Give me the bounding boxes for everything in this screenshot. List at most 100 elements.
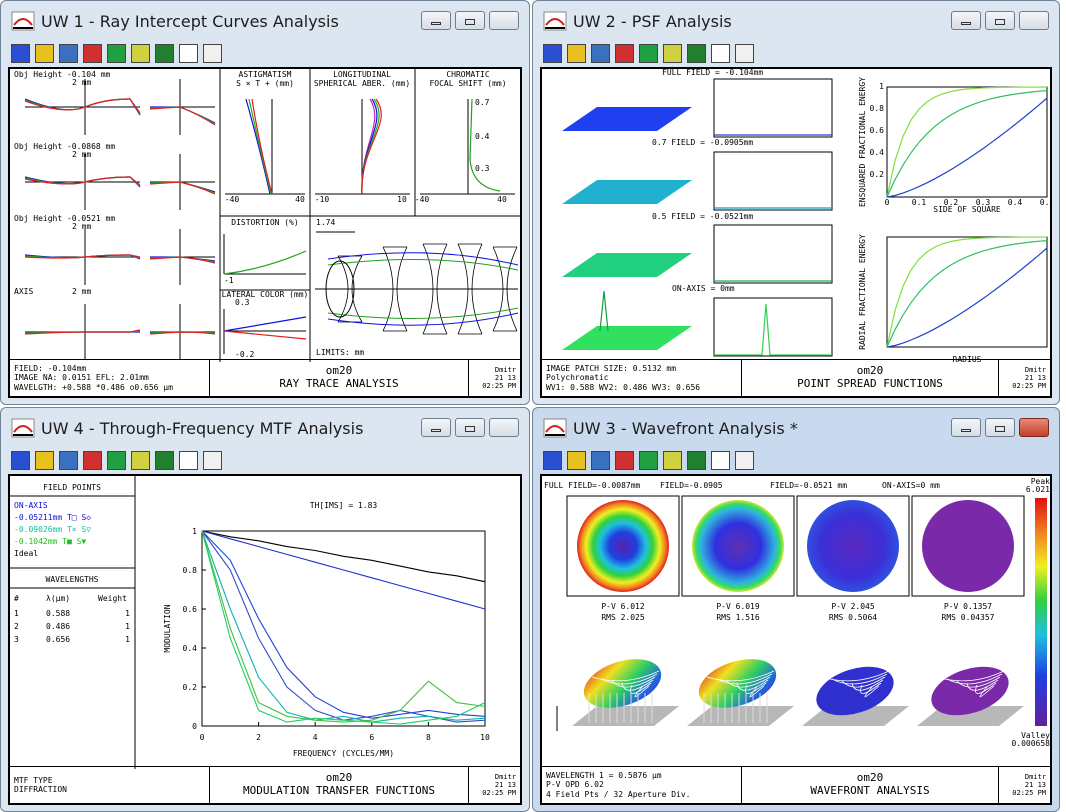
y-tick-label: 0.2	[183, 683, 198, 692]
close-button[interactable]	[489, 11, 519, 30]
x-tick-label: 0.5	[1040, 198, 1052, 207]
footer: MTF TYPE DIFFRACTION om20 MODULATION TRANSF…	[10, 766, 520, 803]
tool-button[interactable]	[59, 451, 78, 470]
label: 10	[397, 195, 407, 204]
label: FULL FIELD = -0.104mm	[662, 69, 763, 77]
footer-left: IMAGE PATCH SIZE: 0.5132 mm Polychromatic…	[542, 360, 742, 396]
wavelength-cell: 3	[14, 635, 19, 644]
tool-button[interactable]	[711, 44, 730, 63]
plot-area: FIELD POINTS ON-AXIS -0.05211mm T□ S◇ -0.09…	[10, 476, 490, 769]
tool-button[interactable]	[107, 451, 126, 470]
label: -40	[415, 195, 430, 204]
icon-bg	[543, 418, 567, 438]
tool-button[interactable]	[591, 44, 610, 63]
tool-button[interactable]	[83, 451, 102, 470]
tool-button[interactable]	[83, 44, 102, 63]
minimize-button[interactable]	[951, 418, 981, 437]
tool-button[interactable]	[203, 44, 222, 63]
footer-text: RAY TRACE ANALYSIS	[279, 377, 399, 390]
tool-button[interactable]	[543, 44, 562, 63]
tool-button[interactable]	[615, 451, 634, 470]
tool-button[interactable]	[663, 451, 682, 470]
toolbar	[11, 44, 222, 63]
wavelength-cell: 2	[14, 622, 19, 631]
tool-button[interactable]	[131, 44, 150, 63]
wavelength-cell: 0.486	[46, 622, 70, 631]
tool-button[interactable]	[155, 44, 174, 63]
label: DISTORTION (%)	[231, 218, 298, 227]
tool-button[interactable]	[591, 451, 610, 470]
window-title: UW 1 - Ray Intercept Curves Analysis	[41, 11, 339, 31]
app-icon	[11, 11, 35, 31]
maximize-button[interactable]	[455, 418, 485, 437]
icon-arc	[13, 425, 33, 433]
icon-arc	[13, 18, 33, 26]
tool-button[interactable]	[11, 451, 30, 470]
contour	[956, 676, 1001, 688]
maximize-button[interactable]	[985, 418, 1015, 437]
tool-button[interactable]	[35, 451, 54, 470]
distortion-curve	[223, 250, 307, 275]
minimize-button[interactable]	[951, 11, 981, 30]
footer-text: 21 13	[1024, 780, 1046, 789]
close-button[interactable]	[489, 418, 519, 437]
contour	[736, 679, 769, 691]
tool-button[interactable]	[11, 44, 30, 63]
tool-button[interactable]	[615, 44, 634, 63]
tool-button[interactable]	[155, 451, 174, 470]
tool-button[interactable]	[663, 44, 682, 63]
tool-button[interactable]	[179, 44, 198, 63]
tool-button[interactable]	[639, 44, 658, 63]
x-tick-label: 2	[256, 733, 261, 742]
column-header: λ(µm)	[46, 594, 70, 603]
tool-button[interactable]	[179, 451, 198, 470]
lens	[492, 246, 518, 332]
contour	[591, 670, 660, 682]
toolbar	[543, 451, 754, 470]
label: SPHERICAL ABER. (mm)	[314, 79, 410, 88]
mtf-line	[201, 530, 486, 610]
field-label: FIELD=-0.0521 mm	[770, 481, 847, 490]
tool-button[interactable]	[59, 44, 78, 63]
label: 0.3	[235, 298, 250, 307]
label: 2 mm	[72, 287, 91, 296]
window: UW 3 - Wavefront Analysis * FULL FIELD=-0…	[532, 407, 1060, 812]
wavefront-map	[922, 500, 1014, 592]
tool-button[interactable]	[107, 44, 126, 63]
x-tick-label: 0.1	[912, 198, 927, 207]
tool-button[interactable]	[131, 451, 150, 470]
footer-text: 4 Field Pts / 32 Aperture Div.	[546, 789, 691, 799]
minimize-button[interactable]	[421, 11, 451, 30]
footer-left: MTF TYPE DIFFRACTION	[10, 767, 210, 803]
tool-button[interactable]	[567, 451, 586, 470]
tool-button[interactable]	[35, 44, 54, 63]
footer-text: WAVELGTH: +0.588 *0.486 o0.656 µm	[14, 382, 173, 392]
tool-button[interactable]	[711, 451, 730, 470]
tool-button[interactable]	[735, 451, 754, 470]
column-header: Weight	[98, 594, 127, 603]
tool-button[interactable]	[735, 44, 754, 63]
scale-label: Valley	[1021, 731, 1050, 740]
close-button[interactable]	[1019, 11, 1049, 30]
footer-right: Dmitr 21 13 02:25 PM	[468, 767, 520, 803]
ray-fan-curve	[149, 181, 216, 195]
lens	[382, 246, 408, 332]
rms-label: RMS 2.025	[601, 613, 645, 622]
tool-button[interactable]	[639, 451, 658, 470]
tool-button[interactable]	[687, 44, 706, 63]
lens	[337, 255, 363, 323]
maximize-button[interactable]	[455, 11, 485, 30]
minimize-button[interactable]	[421, 418, 451, 437]
tool-button[interactable]	[203, 451, 222, 470]
window: UW 4 - Through-Frequency MTF Analysis FIE…	[0, 407, 530, 812]
field-point: ON-AXIS	[14, 501, 48, 510]
tool-button[interactable]	[543, 451, 562, 470]
footer-text: WAVELENGTH 1 = 0.5876 µm	[546, 771, 662, 781]
y-tick-label: 0.4	[870, 148, 885, 157]
close-button[interactable]	[1019, 418, 1049, 437]
tool-button[interactable]	[687, 451, 706, 470]
maximize-button[interactable]	[985, 11, 1015, 30]
tool-button[interactable]	[567, 44, 586, 63]
content: FULL FIELD = -0.104mm 0.7 FIELD = -0.0905…	[540, 67, 1052, 398]
